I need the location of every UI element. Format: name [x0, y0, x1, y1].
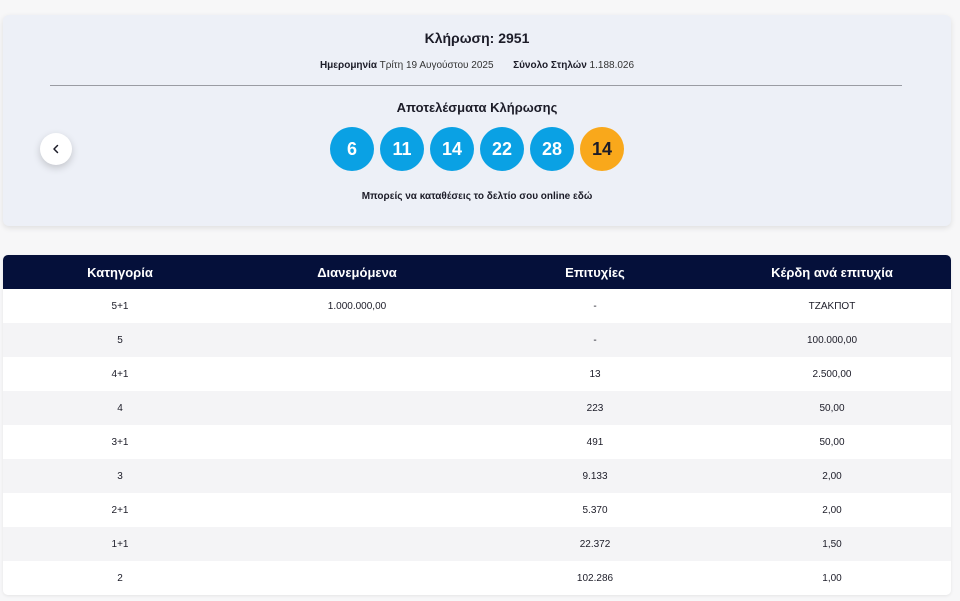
cell-category: 4+1 — [111, 368, 129, 380]
cell-category: 5+1 — [111, 300, 129, 312]
cell-prize: 2,00 — [822, 470, 842, 482]
cell-category: 3+1 — [111, 436, 129, 448]
table-row: 4+1 13 2.500,00 — [3, 357, 951, 391]
table-row: 3 9.133 2,00 — [3, 459, 951, 493]
draw-title: Κλήρωση: 2951 — [424, 30, 530, 46]
number-ball: 11 — [380, 127, 424, 171]
number-ball: 28 — [530, 127, 574, 171]
table-header: Κατηγορία Διανεμόμενα Επιτυχίες Κέρδη αν… — [3, 255, 951, 289]
header-category: Κατηγορία — [87, 264, 153, 280]
table-body: 5+1 1.000.000,00 - ΤΖΑΚΠΟΤ 5 - 100.000,0… — [3, 289, 951, 595]
cell-prize: 2,00 — [822, 504, 842, 516]
cell-prize: 1,00 — [822, 572, 842, 584]
columns-label: Σύνολο Στηλών — [513, 60, 587, 71]
cell-winners: - — [593, 300, 597, 312]
cell-winners: 223 — [586, 402, 604, 414]
columns-value: 1.188.026 — [589, 60, 635, 71]
cell-category: 5 — [117, 334, 123, 346]
results-title: Αποτελέσματα Κλήρωσης — [396, 100, 558, 115]
cell-winners: 5.370 — [582, 504, 608, 516]
cell-prize: ΤΖΑΚΠΟΤ — [808, 300, 856, 312]
cell-prize: 50,00 — [819, 402, 845, 414]
date-label: Ημερομηνία — [319, 60, 378, 71]
cell-winners: - — [593, 334, 597, 346]
bonus-ball: 14 — [580, 127, 624, 171]
previous-draw-button[interactable] — [40, 133, 72, 165]
cell-winners: 491 — [586, 436, 604, 448]
table-row: 4 223 50,00 — [3, 391, 951, 425]
date-value: Τρίτη 19 Αυγούστου 2025 — [379, 60, 494, 71]
cell-category: 1+1 — [111, 538, 129, 550]
table-row: 2 102.286 1,00 — [3, 561, 951, 595]
table-row: 5+1 1.000.000,00 - ΤΖΑΚΠΟΤ — [3, 289, 951, 323]
divider — [50, 85, 902, 86]
number-ball: 14 — [430, 127, 474, 171]
prize-table: Κατηγορία Διανεμόμενα Επιτυχίες Κέρδη αν… — [3, 255, 951, 595]
table-row: 2+1 5.370 2,00 — [3, 493, 951, 527]
table-row: 3+1 491 50,00 — [3, 425, 951, 459]
cell-prize: 2.500,00 — [812, 368, 852, 380]
cell-prize: 100.000,00 — [806, 334, 858, 346]
header-winners: Επιτυχίες — [565, 264, 625, 280]
winning-numbers: 6 11 14 22 28 14 — [3, 127, 951, 171]
draw-info-card: Κλήρωση: 2951 Ημερομηνία Τρίτη 19 Αυγούσ… — [3, 15, 951, 226]
cell-distributed: 1.000.000,00 — [327, 300, 387, 312]
draw-meta: Ημερομηνία Τρίτη 19 Αυγούστου 2025 Σύνολ… — [3, 60, 951, 71]
header-prize-per-winner: Κέρδη ανά επιτυχία — [771, 264, 893, 280]
chevron-left-icon — [53, 144, 59, 154]
table-row: 5 - 100.000,00 — [3, 323, 951, 357]
cell-winners: 13 — [589, 368, 601, 380]
header-distributed: Διανεμόμενα — [317, 264, 397, 280]
cell-prize: 1,50 — [822, 538, 842, 550]
cell-category: 4 — [117, 402, 123, 414]
cell-category: 2+1 — [111, 504, 129, 516]
number-ball: 6 — [330, 127, 374, 171]
cell-prize: 50,00 — [819, 436, 845, 448]
cell-winners: 22.372 — [579, 538, 611, 550]
cell-category: 2 — [117, 572, 123, 584]
number-ball: 22 — [480, 127, 524, 171]
cell-winners: 9.133 — [582, 470, 608, 482]
cell-winners: 102.286 — [576, 572, 614, 584]
online-ticket-link[interactable]: Μπορείς να καταθέσεις το δελτίο σου onli… — [361, 191, 593, 202]
table-row: 1+1 22.372 1,50 — [3, 527, 951, 561]
cell-category: 3 — [117, 470, 123, 482]
